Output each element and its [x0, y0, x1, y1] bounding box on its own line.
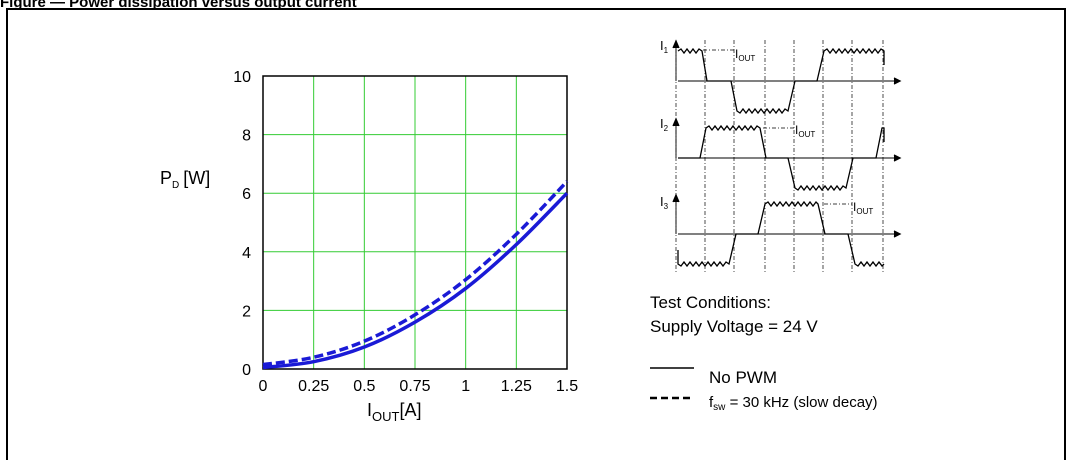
i3-waveform: I3 IOUT [660, 193, 902, 268]
i1-waveform: I1 IOUT [660, 38, 902, 115]
test-conditions-title: Test Conditions: [650, 293, 771, 312]
i1-axis-arrow [893, 77, 902, 85]
x-axis-label: IOUT[A] [367, 400, 421, 424]
x-tick-label: 0 [259, 378, 268, 395]
x-tick-label: 1.25 [501, 378, 532, 395]
x-tick-label: 0.25 [298, 378, 329, 395]
i1-y-arrow [672, 39, 680, 49]
x-tick-label: 1 [461, 378, 470, 395]
i2-label: I2 [660, 116, 669, 133]
phase-current-waveforms: I1 IOUT I2 IOUT [660, 38, 902, 272]
y-tick-labels: 0 2 4 6 8 10 [233, 69, 251, 379]
y-tick-label: 2 [242, 303, 251, 320]
power-dissipation-chart: 0 0.25 0.5 0.75 1 1.25 1.5 0 2 4 6 8 10 PD [W] IOUT[… [160, 69, 578, 424]
y-tick-label: 0 [242, 362, 251, 379]
y-tick-label: 6 [242, 186, 251, 203]
i1-iout-label: IOUT [735, 47, 755, 63]
i2-y-arrow [672, 117, 680, 127]
y-axis-label: PD [W] [160, 168, 210, 191]
y-tick-label: 4 [242, 245, 251, 262]
series-line-pwm-30khz [262, 180, 569, 367]
supply-voltage: Supply Voltage = 24 V [650, 317, 818, 336]
test-conditions: Test Conditions: Supply Voltage = 24 V [650, 293, 818, 336]
i3-iout-label: IOUT [853, 200, 873, 216]
series-layer [262, 180, 569, 370]
timing-markers [675, 40, 884, 272]
i3-axis-arrow [893, 230, 902, 238]
i3-label: I3 [660, 194, 669, 211]
x-tick-label: 0.5 [353, 378, 375, 395]
x-tick-label: 0.75 [399, 378, 430, 395]
y-tick-label: 8 [242, 128, 251, 145]
i2-iout-label: IOUT [795, 123, 815, 139]
i1-label: I1 [660, 38, 669, 55]
i2-axis-arrow [893, 154, 902, 162]
i1-trace [677, 47, 885, 115]
legend-dashed-label: fsw = 30 kHz (slow decay) [709, 394, 878, 413]
x-tick-labels: 0 0.25 0.5 0.75 1 1.25 1.5 [259, 378, 579, 395]
figure-frame [6, 8, 1066, 460]
i2-trace [678, 124, 885, 192]
legend: No PWM fsw = 30 kHz (slow decay) [650, 367, 878, 413]
x-tick-label: 1.5 [556, 378, 578, 395]
y-tick-label: 10 [233, 69, 251, 86]
legend-solid-label: No PWM [709, 368, 777, 387]
plot-border [262, 75, 568, 370]
figure-caption: Figure — Power dissipation versus output… [0, 0, 357, 11]
i2-waveform: I2 IOUT [660, 116, 902, 192]
i3-trace [677, 200, 885, 268]
series-line-no-pwm [262, 191, 569, 370]
i3-y-arrow [672, 193, 680, 203]
